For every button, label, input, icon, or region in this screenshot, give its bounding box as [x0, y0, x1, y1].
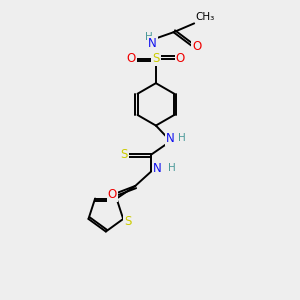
Text: O: O [192, 40, 201, 53]
Text: N: N [153, 162, 162, 175]
Text: O: O [176, 52, 185, 65]
Text: S: S [152, 52, 160, 65]
Text: H: H [178, 133, 186, 143]
Text: O: O [127, 52, 136, 65]
Text: H: H [168, 163, 176, 173]
Text: H: H [145, 32, 152, 42]
Text: S: S [124, 215, 131, 228]
Text: N: N [166, 132, 174, 145]
Text: CH₃: CH₃ [196, 12, 215, 22]
Text: S: S [120, 148, 128, 161]
Text: N: N [148, 37, 157, 50]
Text: O: O [108, 188, 117, 201]
